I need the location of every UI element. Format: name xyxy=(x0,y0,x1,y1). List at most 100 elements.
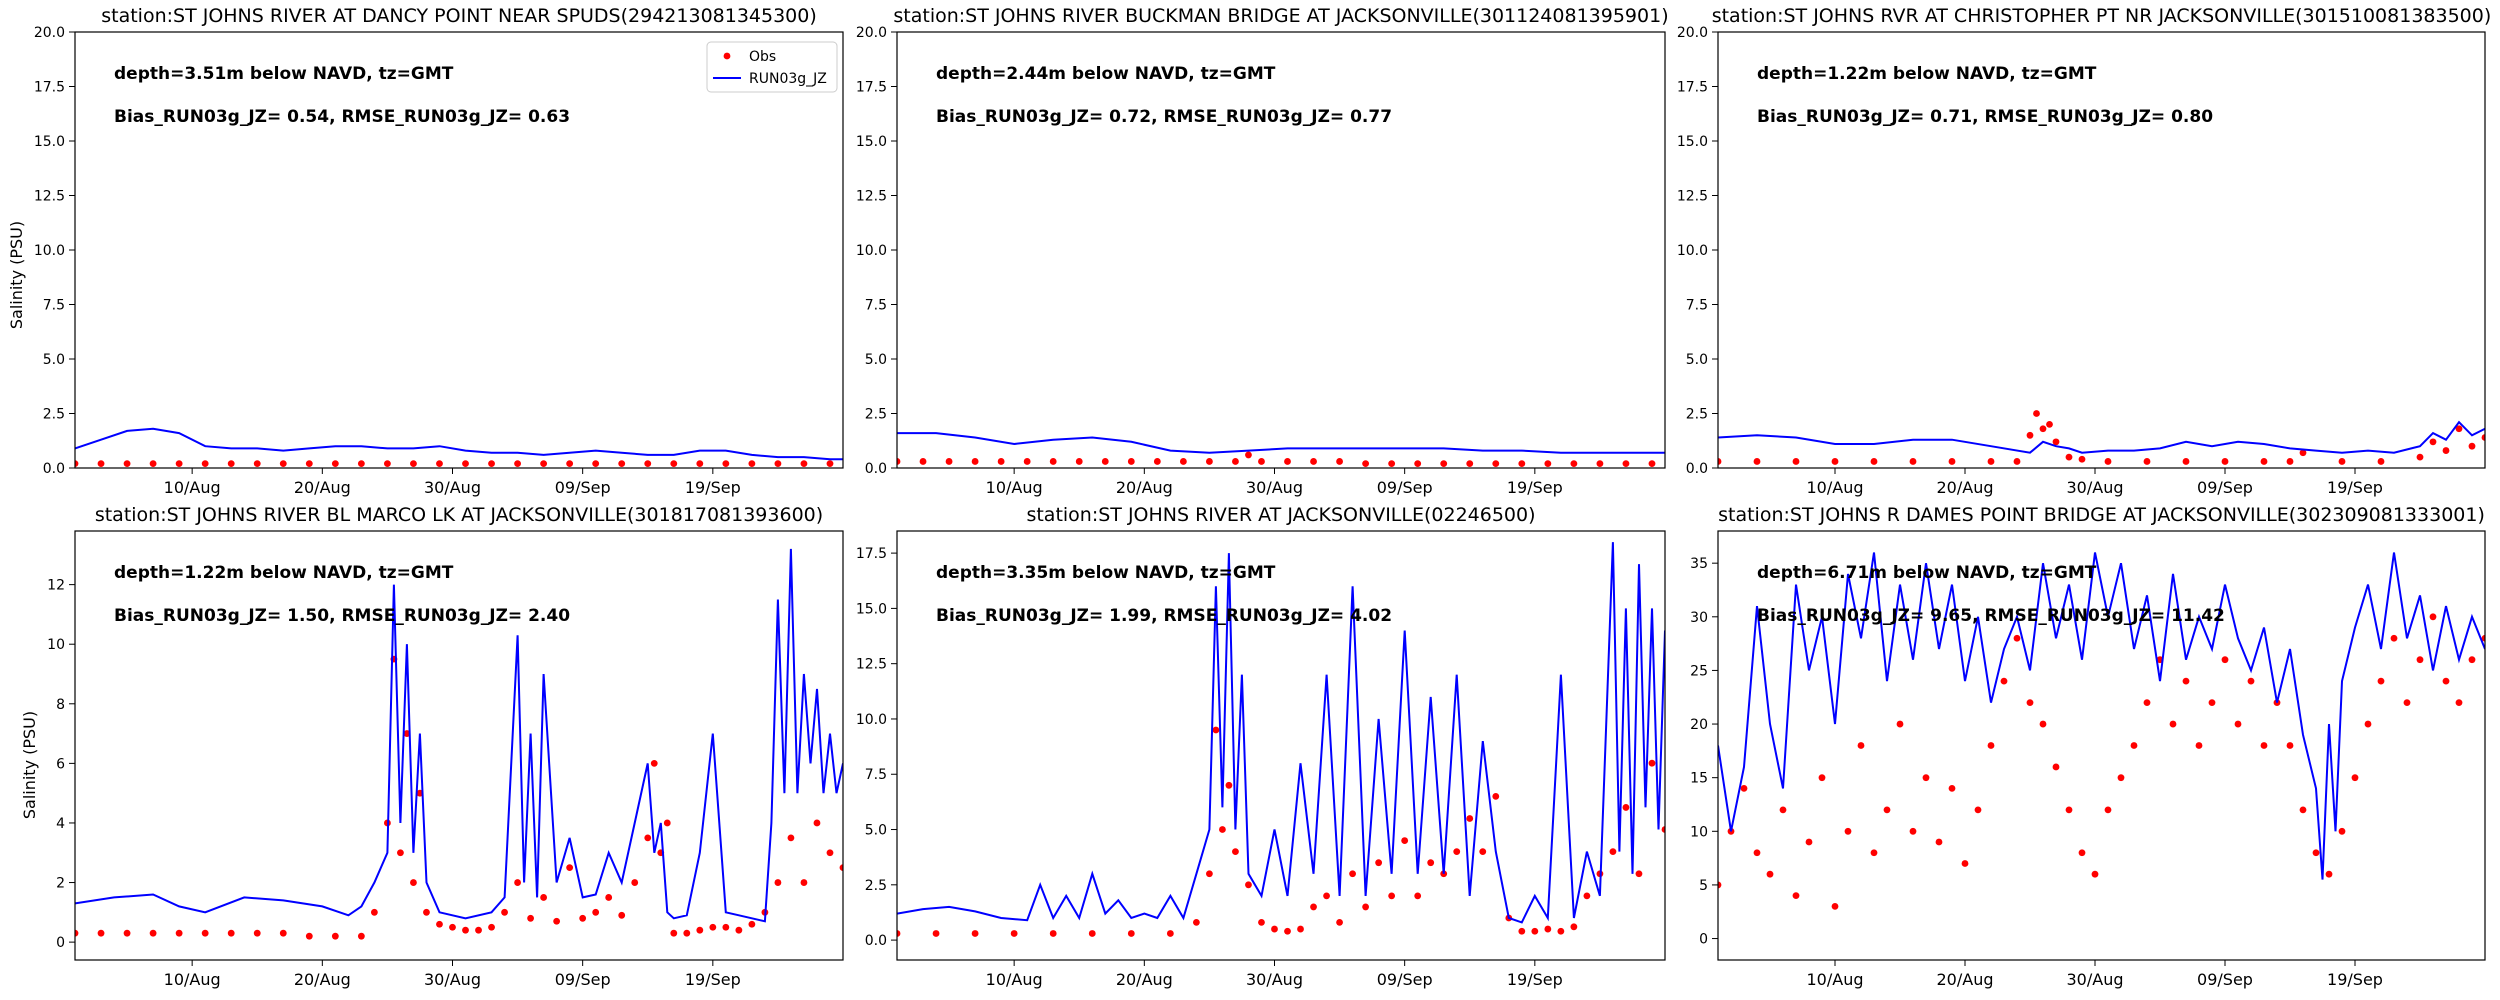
x-tick-label: 09/Sep xyxy=(555,970,611,989)
y-tick-label: 10.0 xyxy=(856,712,887,728)
obs-point xyxy=(800,879,808,886)
panel-title: station:ST JOHNS RIVER BL MARCO LK AT JA… xyxy=(95,504,823,526)
obs-point xyxy=(2442,447,2450,454)
obs-point xyxy=(1544,460,1552,468)
obs-point xyxy=(2468,442,2476,450)
obs-point xyxy=(1648,759,1656,767)
obs-point xyxy=(357,932,365,940)
x-tick-label: 30/Aug xyxy=(1246,970,1303,989)
y-tick-label: 4 xyxy=(56,816,65,832)
obs-point xyxy=(1297,925,1304,933)
obs-point xyxy=(1792,458,1800,465)
obs-point xyxy=(1961,860,1969,867)
obs-point xyxy=(2013,458,2021,465)
stats-annotation: Bias_RUN03g_JZ= 9.65, RMSE_RUN03g_JZ= 11… xyxy=(1757,606,2225,626)
obs-point xyxy=(566,864,574,872)
obs-point xyxy=(2390,634,2398,642)
obs-point xyxy=(1922,774,1930,782)
stats-annotation: Bias_RUN03g_JZ= 0.71, RMSE_RUN03g_JZ= 0.… xyxy=(1757,107,2213,127)
obs-point xyxy=(97,929,105,937)
obs-point xyxy=(1375,859,1383,867)
obs-point xyxy=(971,458,979,465)
y-tick-label: 15.0 xyxy=(34,134,65,150)
obs-point xyxy=(1718,881,1722,889)
obs-point xyxy=(2312,849,2320,857)
plot-frame xyxy=(896,530,1666,961)
obs-point xyxy=(97,460,105,468)
legend-model-label: RUN03g_JZ xyxy=(749,71,827,87)
obs-point xyxy=(2078,455,2086,463)
panels: station:ST JOHNS RIVER AT DANCY POINT NE… xyxy=(34,5,2491,989)
obs-point xyxy=(2026,431,2034,439)
obs-point xyxy=(2481,434,2485,441)
obs-point xyxy=(2221,458,2229,465)
obs-point xyxy=(2026,699,2034,706)
panel-6: station:ST JOHNS R DAMES POINT BRIDGE AT… xyxy=(1690,504,2486,989)
y-tick-label: 12.5 xyxy=(34,189,65,205)
y-tick-label: 5.0 xyxy=(1686,352,1708,368)
obs-point xyxy=(2377,677,2385,685)
obs-point xyxy=(2195,742,2203,749)
obs-point xyxy=(1648,460,1656,468)
obs-point xyxy=(1362,460,1370,468)
obs-point xyxy=(1935,838,1943,846)
obs-series xyxy=(897,726,1665,937)
obs-point xyxy=(2078,849,2086,857)
y-tick-label: 7.5 xyxy=(1686,298,1708,314)
obs-series xyxy=(1718,613,2485,910)
obs-point xyxy=(1258,458,1265,465)
obs-point xyxy=(1779,806,1787,814)
y-tick-label: 2.5 xyxy=(865,407,887,423)
y-tick-label: 17.5 xyxy=(856,546,887,562)
obs-point xyxy=(709,923,717,931)
obs-point xyxy=(1792,892,1800,900)
y-tick-label: 0.0 xyxy=(865,933,887,949)
obs-point xyxy=(2046,421,2053,428)
y-tick-label: 0.0 xyxy=(865,461,887,477)
legend: Obs RUN03g_JZ xyxy=(706,41,838,93)
obs-point xyxy=(2260,742,2268,749)
obs-point xyxy=(2091,870,2099,878)
obs-point xyxy=(2286,458,2294,465)
obs-point xyxy=(605,894,613,901)
obs-point xyxy=(2039,425,2047,433)
y-tick-label: 20.0 xyxy=(34,25,65,41)
obs-point xyxy=(175,929,183,937)
obs-point xyxy=(501,908,508,916)
obs-point xyxy=(514,879,521,886)
obs-point xyxy=(618,911,626,919)
obs-point xyxy=(897,930,901,937)
y-tick-label: 12.5 xyxy=(856,657,887,673)
obs-point xyxy=(1557,927,1565,935)
y-tick-label: 2 xyxy=(56,876,65,892)
obs-point xyxy=(1245,881,1252,889)
obs-point xyxy=(997,458,1005,465)
obs-point xyxy=(2104,458,2112,465)
obs-point xyxy=(2039,720,2047,728)
depth-annotation: depth=6.71m below NAVD, tz=GMT xyxy=(1757,563,2097,583)
x-tick-label: 10/Aug xyxy=(164,970,221,989)
obs-point xyxy=(1010,930,1018,937)
obs-point xyxy=(2299,806,2307,814)
obs-point xyxy=(514,460,521,468)
x-tick-label: 20/Aug xyxy=(1937,970,1994,989)
x-tick-label: 30/Aug xyxy=(2067,478,2124,497)
obs-point xyxy=(839,864,843,872)
y-tick-label: 12 xyxy=(47,578,65,594)
obs-point xyxy=(1583,892,1591,900)
obs-point xyxy=(462,926,469,934)
obs-point xyxy=(1075,458,1083,465)
y-tick-label: 20 xyxy=(1690,717,1708,733)
obs-point xyxy=(1718,458,1722,465)
panel-1: station:ST JOHNS RIVER AT DANCY POINT NE… xyxy=(34,5,844,497)
obs-point xyxy=(2013,634,2021,642)
x-tick-label: 30/Aug xyxy=(424,478,481,497)
obs-point xyxy=(1388,892,1396,900)
obs-point xyxy=(2481,634,2485,642)
y-tick-label: 17.5 xyxy=(34,80,65,96)
y-tick-label: 10.0 xyxy=(1677,243,1708,259)
panel-5: station:ST JOHNS RIVER AT JACKSONVILLE(0… xyxy=(856,504,1666,989)
obs-point xyxy=(331,932,339,940)
obs-point xyxy=(2325,870,2333,878)
model-series-line xyxy=(75,548,843,923)
